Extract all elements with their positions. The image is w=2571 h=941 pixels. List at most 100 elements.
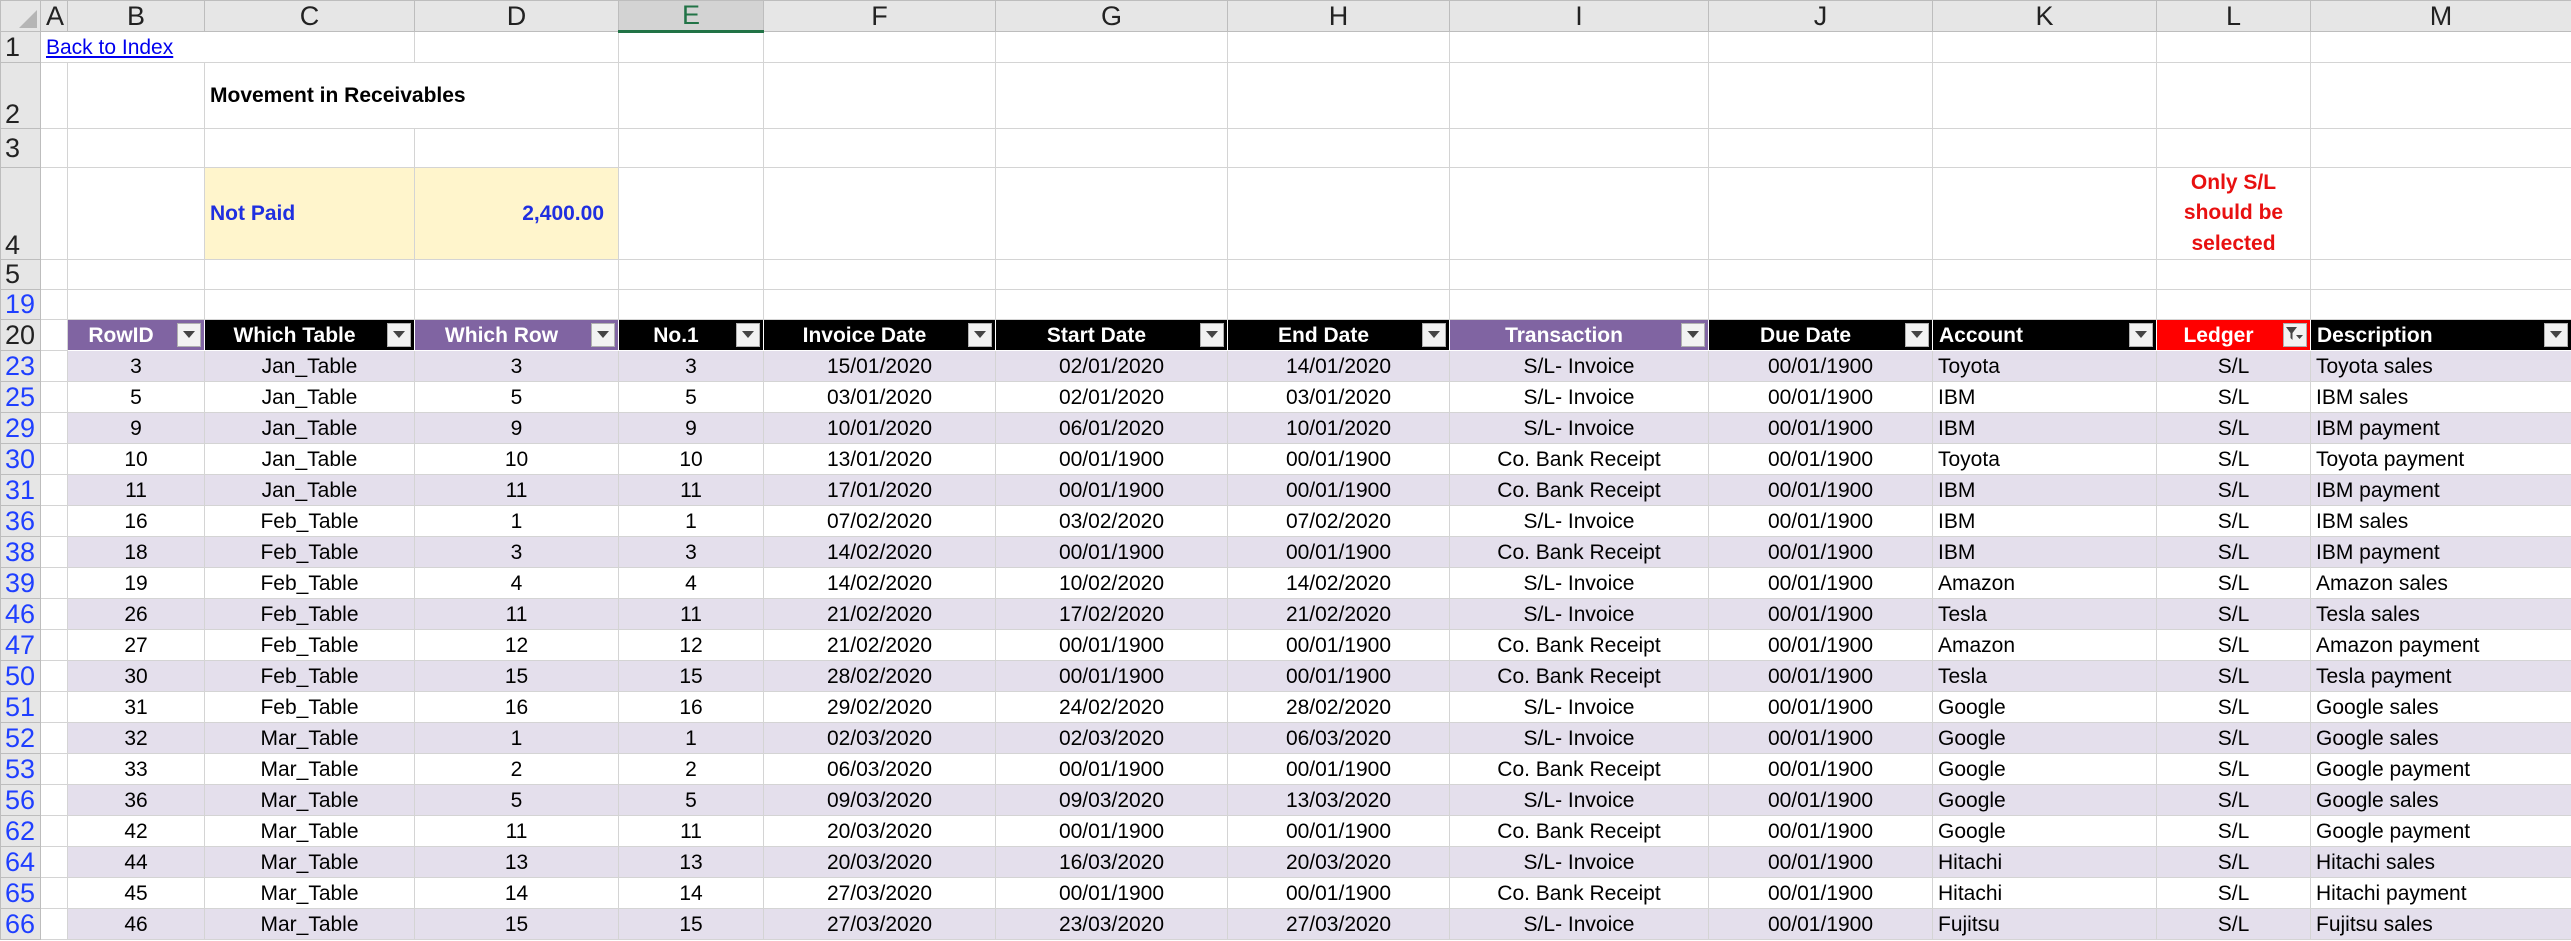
header-invoice-date[interactable]: Invoice Date: [763, 319, 996, 352]
cell-end-date[interactable]: 14/02/2020: [1227, 567, 1450, 600]
cell-due-date[interactable]: 00/01/1900: [1708, 877, 1933, 910]
row-number[interactable]: 53: [0, 753, 41, 786]
cell[interactable]: [2310, 166, 2571, 261]
cell-transaction[interactable]: Co. Bank Receipt: [1449, 753, 1709, 786]
cell-which-row[interactable]: 3: [414, 536, 619, 569]
cell[interactable]: [40, 474, 68, 507]
row-number[interactable]: 56: [0, 784, 41, 817]
cell-account[interactable]: Google: [1932, 691, 2157, 724]
cell-end-date[interactable]: 00/01/1900: [1227, 474, 1450, 507]
row-number[interactable]: 39: [0, 567, 41, 600]
cell[interactable]: [763, 62, 996, 129]
cell-description[interactable]: Google sales: [2310, 722, 2571, 755]
row-number[interactable]: 5: [0, 259, 41, 291]
cell[interactable]: [995, 289, 1228, 321]
cell-which-table[interactable]: Mar_Table: [204, 753, 415, 786]
cell[interactable]: [1708, 166, 1933, 261]
cell-description[interactable]: Amazon sales: [2310, 567, 2571, 600]
cell[interactable]: [618, 259, 764, 291]
cell-transaction[interactable]: S/L- Invoice: [1449, 505, 1709, 538]
cell-rowid[interactable]: 36: [67, 784, 205, 817]
cell-rowid[interactable]: 32: [67, 722, 205, 755]
cell-due-date[interactable]: 00/01/1900: [1708, 598, 1933, 631]
cell[interactable]: [1449, 62, 1709, 129]
cell[interactable]: [2156, 62, 2311, 129]
cell-which-row[interactable]: 4: [414, 567, 619, 600]
cell-which-table[interactable]: Feb_Table: [204, 598, 415, 631]
cell-transaction[interactable]: Co. Bank Receipt: [1449, 815, 1709, 848]
cell-which-row[interactable]: 9: [414, 412, 619, 445]
row-number[interactable]: 62: [0, 815, 41, 848]
cell[interactable]: [2156, 31, 2311, 63]
cell-end-date[interactable]: 00/01/1900: [1227, 815, 1450, 848]
cell-which-row[interactable]: 15: [414, 908, 619, 941]
filter-dropdown-icon[interactable]: [1422, 323, 1446, 348]
cell-invoice-date[interactable]: 10/01/2020: [763, 412, 996, 445]
cell[interactable]: [618, 31, 764, 63]
row-number[interactable]: 47: [0, 629, 41, 662]
cell-due-date[interactable]: 00/01/1900: [1708, 908, 1933, 941]
cell-invoice-date[interactable]: 28/02/2020: [763, 660, 996, 693]
cell-which-table[interactable]: Feb_Table: [204, 505, 415, 538]
cell[interactable]: [995, 259, 1228, 291]
row-number[interactable]: 36: [0, 505, 41, 538]
cell-no1[interactable]: 9: [618, 412, 764, 445]
cell-ledger[interactable]: S/L: [2156, 536, 2311, 569]
filter-dropdown-icon[interactable]: [1200, 323, 1224, 348]
cell-transaction[interactable]: Co. Bank Receipt: [1449, 474, 1709, 507]
column-header-l[interactable]: L: [2156, 0, 2311, 32]
cell[interactable]: [67, 128, 205, 168]
cell-rowid[interactable]: 11: [67, 474, 205, 507]
cell-ledger[interactable]: S/L: [2156, 443, 2311, 476]
cell-which-table[interactable]: Mar_Table: [204, 908, 415, 941]
cell-transaction[interactable]: Co. Bank Receipt: [1449, 443, 1709, 476]
cell[interactable]: [2310, 128, 2571, 168]
row-number[interactable]: 30: [0, 443, 41, 476]
cell[interactable]: [763, 259, 996, 291]
cell[interactable]: [40, 877, 68, 910]
cell-account[interactable]: IBM: [1932, 505, 2157, 538]
cell-which-table[interactable]: Jan_Table: [204, 474, 415, 507]
cell[interactable]: [763, 128, 996, 168]
header-account[interactable]: Account: [1932, 319, 2157, 352]
cell-invoice-date[interactable]: 21/02/2020: [763, 598, 996, 631]
cell-ledger[interactable]: S/L: [2156, 691, 2311, 724]
cell[interactable]: [2310, 31, 2571, 63]
cell-ledger[interactable]: S/L: [2156, 412, 2311, 445]
cell-invoice-date[interactable]: 29/02/2020: [763, 691, 996, 724]
column-header-g[interactable]: G: [995, 0, 1228, 32]
cell[interactable]: [67, 62, 205, 129]
cell[interactable]: [67, 166, 205, 261]
cell-account[interactable]: IBM: [1932, 381, 2157, 414]
cell-end-date[interactable]: 21/02/2020: [1227, 598, 1450, 631]
row-number[interactable]: 1: [0, 31, 41, 63]
filter-dropdown-icon[interactable]: [1905, 323, 1929, 348]
cell-description[interactable]: Google sales: [2310, 691, 2571, 724]
filter-dropdown-icon[interactable]: [1681, 323, 1705, 348]
row-number[interactable]: 23: [0, 350, 41, 383]
column-header-e[interactable]: E: [618, 0, 764, 33]
cell-due-date[interactable]: 00/01/1900: [1708, 381, 1933, 414]
row-number[interactable]: 19: [0, 289, 41, 321]
cell-ledger[interactable]: S/L: [2156, 908, 2311, 941]
cell-which-table[interactable]: Jan_Table: [204, 350, 415, 383]
cell-description[interactable]: Toyota payment: [2310, 443, 2571, 476]
cell-transaction[interactable]: S/L- Invoice: [1449, 598, 1709, 631]
cell-which-table[interactable]: Feb_Table: [204, 629, 415, 662]
cell-which-table[interactable]: Feb_Table: [204, 536, 415, 569]
cell-which-row[interactable]: 11: [414, 815, 619, 848]
row-number[interactable]: 51: [0, 691, 41, 724]
cell[interactable]: [414, 31, 619, 63]
cell-rowid[interactable]: 33: [67, 753, 205, 786]
cell-description[interactable]: Tesla sales: [2310, 598, 2571, 631]
filter-dropdown-icon[interactable]: [2544, 323, 2568, 348]
cell-ledger[interactable]: S/L: [2156, 505, 2311, 538]
cell[interactable]: [40, 846, 68, 879]
cell-transaction[interactable]: S/L- Invoice: [1449, 381, 1709, 414]
cell[interactable]: [204, 259, 415, 291]
cell-end-date[interactable]: 14/01/2020: [1227, 350, 1450, 383]
filter-dropdown-icon[interactable]: [2129, 323, 2153, 348]
cell-account[interactable]: IBM: [1932, 536, 2157, 569]
cell-due-date[interactable]: 00/01/1900: [1708, 412, 1933, 445]
cell-end-date[interactable]: 28/02/2020: [1227, 691, 1450, 724]
